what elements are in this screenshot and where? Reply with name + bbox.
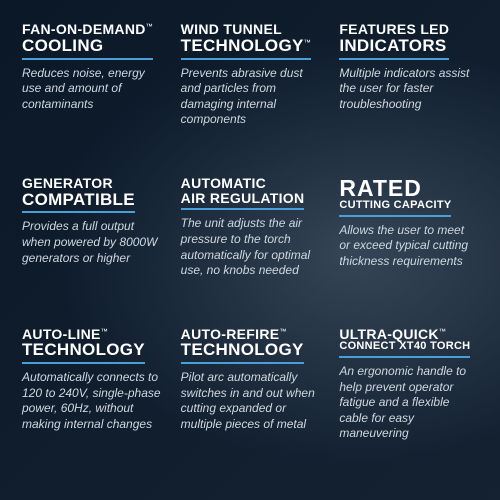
title-line1: ULTRA-QUICK — [339, 326, 438, 342]
feature-title: GENERATOR COMPATIBLE — [22, 176, 135, 214]
feature-title: WIND TUNNEL TECHNOLOGY™ — [181, 22, 311, 60]
feature-desc: Automatically connects to 120 to 240V, s… — [22, 370, 161, 432]
cell-ultra-quick: ULTRA-QUICK™ CONNECT XT40 TORCH An ergon… — [329, 321, 488, 484]
feature-desc: Multiple indicators assist the user for … — [339, 66, 478, 113]
title-line2: INDICATORS — [339, 37, 449, 55]
feature-title: AUTOMATIC AIR REGULATION — [181, 176, 305, 210]
title-line1: AUTOMATIC — [181, 176, 305, 191]
title-line1: AUTO-REFIRE — [181, 326, 280, 342]
cell-auto-refire: AUTO-REFIRE™ TECHNOLOGY Pilot arc automa… — [171, 321, 330, 484]
title-line1: FEATURES LED — [339, 22, 449, 37]
feature-title: RATED CUTTING CAPACITY — [339, 176, 451, 217]
feature-title: AUTO-REFIRE™ TECHNOLOGY — [181, 327, 304, 365]
feature-grid: FAN-ON-DEMAND™ COOLING Reduces noise, en… — [0, 0, 500, 500]
title-line2: AIR REGULATION — [181, 191, 305, 206]
feature-desc: The unit adjusts the air pressure to the… — [181, 216, 320, 278]
trademark-icon: ™ — [146, 23, 153, 30]
cell-wind-tunnel: WIND TUNNEL TECHNOLOGY™ Prevents abrasiv… — [171, 16, 330, 170]
title-line2: TECHNOLOGY — [22, 341, 145, 359]
feature-desc: Pilot arc automatically switches in and … — [181, 370, 320, 432]
title-line2: COMPATIBLE — [22, 191, 135, 209]
title-sub: CONNECT XT40 TORCH — [339, 341, 470, 353]
trademark-icon: ™ — [279, 328, 286, 335]
feature-desc: An ergonomic handle to help prevent oper… — [339, 364, 478, 442]
feature-title: AUTO-LINE™ TECHNOLOGY — [22, 327, 145, 365]
title-line2: COOLING — [22, 37, 153, 55]
title-big: RATED — [339, 176, 451, 200]
title-line1: GENERATOR — [22, 176, 135, 191]
title-line2: TECHNOLOGY — [181, 341, 304, 359]
feature-title: ULTRA-QUICK™ CONNECT XT40 TORCH — [339, 327, 470, 358]
cell-generator-compatible: GENERATOR COMPATIBLE Provides a full out… — [12, 170, 171, 321]
cell-led-indicators: FEATURES LED INDICATORS Multiple indicat… — [329, 16, 488, 170]
title-line1: WIND TUNNEL — [181, 22, 311, 37]
cell-auto-line: AUTO-LINE™ TECHNOLOGY Automatically conn… — [12, 321, 171, 484]
feature-desc: Reduces noise, energy use and amount of … — [22, 66, 161, 113]
feature-desc: Provides a full output when powered by 8… — [22, 219, 161, 266]
trademark-icon: ™ — [439, 328, 446, 335]
cell-rated-capacity: RATED CUTTING CAPACITY Allows the user t… — [329, 170, 488, 321]
feature-title: FEATURES LED INDICATORS — [339, 22, 449, 60]
title-line1: FAN-ON-DEMAND — [22, 21, 146, 37]
title-line1: AUTO-LINE — [22, 326, 101, 342]
cell-fan-on-demand: FAN-ON-DEMAND™ COOLING Reduces noise, en… — [12, 16, 171, 170]
trademark-icon: ™ — [101, 328, 108, 335]
feature-desc: Allows the user to meet or exceed typica… — [339, 223, 478, 270]
title-line2: TECHNOLOGY — [181, 36, 304, 55]
feature-title: FAN-ON-DEMAND™ COOLING — [22, 22, 153, 60]
trademark-icon: ™ — [304, 39, 311, 46]
cell-automatic-air: AUTOMATIC AIR REGULATION The unit adjust… — [171, 170, 330, 321]
title-sub: CUTTING CAPACITY — [339, 200, 451, 212]
feature-desc: Prevents abrasive dust and particles fro… — [181, 66, 320, 128]
